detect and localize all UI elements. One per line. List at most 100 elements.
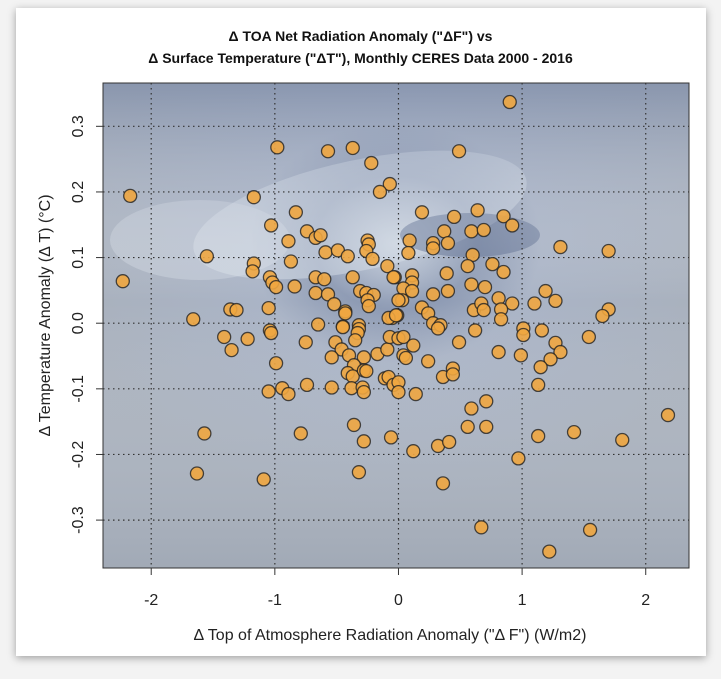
data-point: [496, 209, 511, 224]
data-point: [470, 203, 485, 218]
data-point: [548, 293, 563, 309]
data-point: [335, 319, 350, 335]
plot-frame: [102, 82, 690, 569]
data-point: [348, 333, 363, 348]
data-point: [513, 348, 529, 363]
data-point: [382, 176, 397, 192]
data-point: [531, 377, 546, 393]
data-point: [320, 144, 336, 159]
y-tick-label: -0.1: [70, 375, 87, 403]
data-point: [372, 184, 388, 200]
y-tick-label: -0.2: [70, 441, 87, 469]
data-point: [460, 258, 475, 274]
data-point: [425, 241, 441, 256]
data-point: [391, 293, 406, 308]
data-point: [318, 245, 333, 260]
y-tick-label: -0.3: [70, 506, 87, 534]
data-point: [261, 300, 276, 316]
data-point: [420, 354, 436, 369]
data-point: [464, 224, 479, 239]
data-point: [505, 218, 520, 233]
data-point: [534, 323, 550, 338]
data-point: [324, 380, 339, 395]
data-point: [361, 298, 376, 314]
data-point: [464, 277, 479, 292]
data-point: [476, 222, 491, 238]
data-point: [189, 466, 205, 481]
data-point: [398, 350, 414, 366]
data-point: [516, 327, 531, 343]
data-point: [491, 344, 506, 360]
data-point: [199, 249, 214, 264]
data-point: [408, 386, 423, 402]
grid-lines: [103, 83, 689, 568]
data-point: [380, 342, 395, 357]
x-axis-label: Δ Top of Atmosphere Radiation Anomaly ("…: [194, 627, 587, 644]
data-point: [451, 335, 467, 350]
data-point: [359, 363, 374, 379]
data-point: [581, 329, 597, 345]
data-point: [283, 254, 299, 269]
data-point: [479, 419, 494, 435]
data-point: [356, 434, 372, 449]
data-point: [391, 384, 406, 400]
data-points: [115, 94, 676, 559]
data-point: [217, 329, 232, 345]
data-point: [313, 228, 328, 243]
data-point: [186, 312, 201, 327]
data-point: [601, 243, 616, 259]
data-point: [388, 308, 404, 323]
data-point: [439, 266, 454, 281]
data-point: [553, 239, 568, 255]
y-tick-label: 0.1: [70, 246, 87, 268]
data-point: [197, 426, 212, 441]
data-point: [299, 377, 315, 393]
data-point: [474, 520, 489, 535]
data-point: [406, 444, 421, 459]
data-point: [115, 274, 130, 289]
x-tick-label: 1: [518, 592, 527, 609]
data-point: [445, 367, 461, 382]
data-point: [479, 394, 494, 409]
data-point: [496, 264, 511, 280]
data-point: [531, 428, 546, 444]
data-point: [511, 451, 526, 466]
data-point: [356, 384, 372, 400]
data-point: [246, 190, 261, 205]
data-point: [324, 350, 339, 365]
data-point: [364, 155, 379, 171]
data-point: [396, 329, 411, 345]
chart-title-line-1: Δ TOA Net Radiation Anomaly ("ΔF") vs: [228, 28, 493, 44]
data-point: [414, 205, 430, 220]
data-point: [440, 235, 456, 251]
data-point: [505, 296, 520, 311]
data-point: [446, 209, 462, 225]
data-point: [404, 283, 420, 299]
data-point: [224, 342, 239, 358]
data-point: [386, 270, 401, 285]
data-point: [281, 386, 296, 402]
data-point: [263, 325, 279, 341]
data-point: [263, 218, 279, 233]
data-point: [543, 352, 558, 367]
data-point: [383, 430, 399, 445]
data-point: [298, 335, 313, 350]
data-point: [123, 188, 138, 204]
data-point: [281, 234, 296, 249]
data-point: [527, 296, 542, 311]
data-point: [467, 323, 483, 338]
data-point: [310, 317, 326, 332]
data-point: [533, 360, 548, 375]
data-point: [287, 279, 302, 294]
data-point: [351, 465, 367, 480]
data-point: [240, 331, 255, 347]
data-point: [401, 245, 416, 261]
data-point: [566, 424, 582, 440]
data-point: [308, 285, 323, 301]
data-point: [327, 297, 342, 312]
data-point: [268, 356, 284, 371]
y-tick-label: 0.2: [70, 181, 87, 203]
data-point: [293, 426, 308, 441]
x-tick-label: 0: [394, 592, 403, 609]
